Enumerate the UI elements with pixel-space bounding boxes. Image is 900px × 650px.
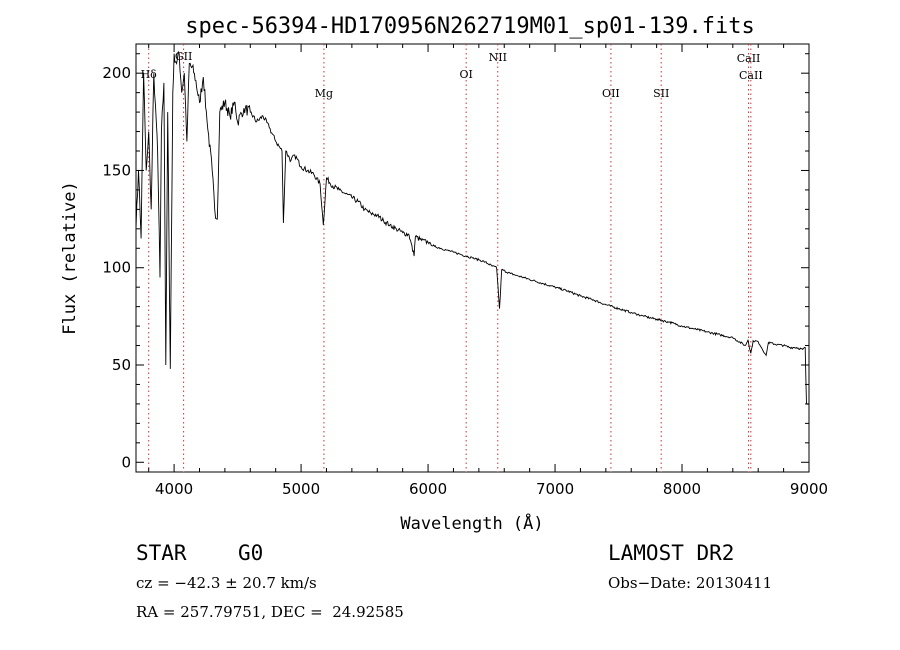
x-axis: 4000 5000 6000 7000 8000 9000 [148, 44, 828, 498]
y-tick-label-4: 200 [102, 64, 131, 82]
observation-date: Obs−Date: 20130411 [608, 574, 773, 592]
x-axis-label: Wavelength (Å) [400, 512, 543, 534]
series-layer [135, 50, 810, 405]
x-tick-label-1: 5000 [282, 480, 320, 498]
survey-name: LAMOST DR2 [608, 541, 735, 565]
x-tick-label-2: 6000 [409, 480, 447, 498]
y-axis-label: Flux (relative) [60, 181, 80, 335]
y-tick-label-3: 150 [102, 161, 131, 179]
x-tick-label-4: 8000 [663, 480, 701, 498]
annotation-label-0: Hδ [141, 68, 158, 81]
coordinates: RA = 257.79751, DEC = 24.92585 [136, 603, 404, 621]
x-tick-label-5: 9000 [790, 480, 828, 498]
x-tick-label-0: 4000 [155, 480, 193, 498]
object-subclass: G0 [238, 541, 264, 565]
annotation-label-8: CaII [739, 69, 763, 82]
spectrum-line-0 [135, 50, 810, 405]
y-axis: 0 50 100 150 200 [102, 53, 809, 471]
chart-title: spec-56394-HD170956N262719M01_sp01-139.f… [185, 14, 755, 39]
annotation-label-7: CaII [737, 52, 761, 65]
x-tick-label-3: 7000 [536, 480, 574, 498]
y-tick-label-2: 100 [102, 259, 131, 277]
annotation-label-6: SII [653, 87, 669, 100]
annotation-label-3: OI [459, 68, 472, 81]
plot-frame [135, 43, 810, 473]
y-tick-label-0: 0 [121, 453, 131, 471]
annotation-label-2: Mg [315, 87, 333, 100]
y-tick-label-1: 50 [112, 356, 131, 374]
annotation-label-5: OII [602, 87, 620, 100]
object-class: STAR [136, 541, 187, 565]
redshift-velocity: cz = −42.3 ± 20.7 km/s [136, 574, 317, 592]
annotation-label-4: NII [489, 51, 507, 64]
